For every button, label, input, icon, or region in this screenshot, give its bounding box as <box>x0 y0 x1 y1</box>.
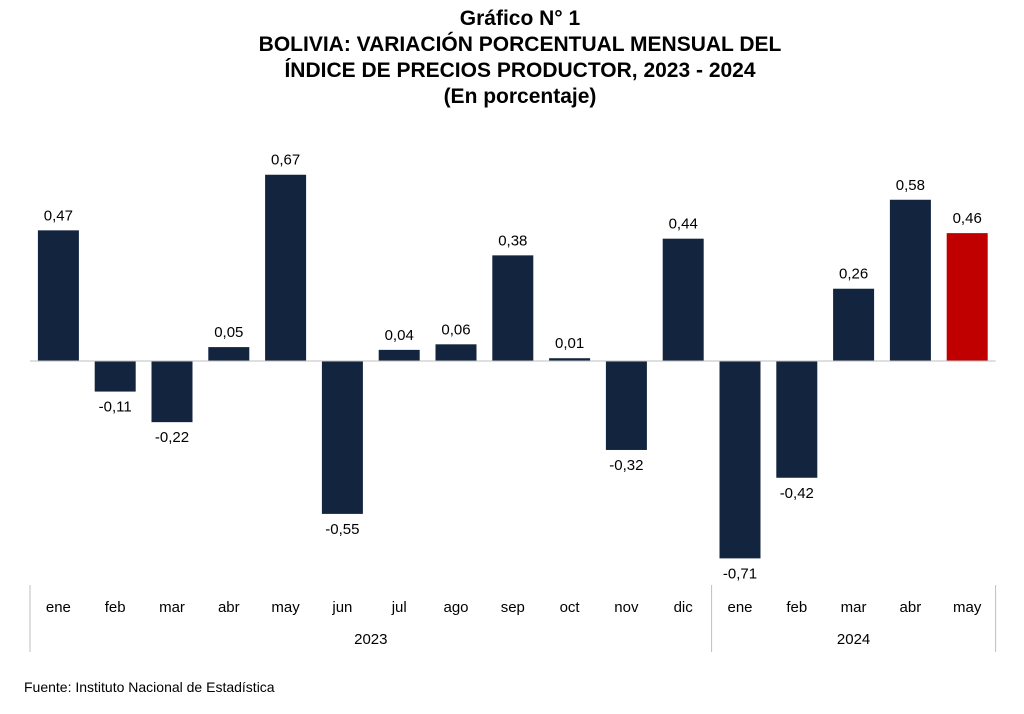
data-label-1: -0,11 <box>99 399 132 416</box>
year-group-label-0: 2023 <box>354 631 387 648</box>
bar-9 <box>549 358 591 361</box>
bar-3 <box>208 347 250 361</box>
category-label-3: abr <box>218 599 240 616</box>
data-label-12: -0,71 <box>723 565 757 582</box>
data-label-11: 0,44 <box>669 216 698 233</box>
category-label-16: may <box>953 599 982 616</box>
category-label-11: dic <box>674 599 694 616</box>
chart-subtitle: (En porcentaje) <box>443 85 597 108</box>
bar-4 <box>265 174 307 361</box>
category-label-5: jun <box>331 599 352 616</box>
bar-14 <box>833 288 875 361</box>
data-label-5: -0,55 <box>325 521 359 538</box>
data-label-9: 0,01 <box>555 335 584 352</box>
category-label-7: ago <box>443 599 468 616</box>
bar-13 <box>776 361 818 478</box>
data-label-4: 0,67 <box>271 152 300 169</box>
bar-15 <box>889 199 931 361</box>
category-label-12: ene <box>727 599 752 616</box>
data-label-0: 0,47 <box>44 207 73 224</box>
bar-11 <box>662 238 704 361</box>
data-label-13: -0,42 <box>780 485 814 502</box>
data-label-2: -0,22 <box>155 429 189 446</box>
category-label-8: sep <box>501 599 525 616</box>
bar-10 <box>605 361 647 450</box>
bar-1 <box>94 361 136 392</box>
category-label-10: nov <box>614 599 639 616</box>
data-label-10: -0,32 <box>609 457 643 474</box>
data-label-15: 0,58 <box>896 177 925 194</box>
chart-number: Gráfico N° 1 <box>459 7 581 30</box>
chart-title-line-1: BOLIVIA: VARIACIÓN PORCENTUAL MENSUAL DE… <box>258 33 782 56</box>
category-label-14: mar <box>841 599 867 616</box>
data-label-16: 0,46 <box>953 210 982 227</box>
bar-12 <box>719 361 761 559</box>
category-label-9: oct <box>560 599 581 616</box>
bar-8 <box>492 255 534 361</box>
bar-5 <box>321 361 363 514</box>
bar-16 <box>946 233 988 361</box>
bar-0 <box>37 230 79 361</box>
category-label-0: ene <box>46 599 71 616</box>
chart-title-block: Gráfico N° 1 BOLIVIA: VARIACIÓN PORCENTU… <box>0 6 1024 110</box>
year-group-label-1: 2024 <box>837 631 870 648</box>
bar-6 <box>378 349 420 361</box>
data-label-8: 0,38 <box>498 232 527 249</box>
bar-2 <box>151 361 193 423</box>
data-label-6: 0,04 <box>385 327 414 344</box>
bar-7 <box>435 344 477 361</box>
source-note: Fuente: Instituto Nacional de Estadístic… <box>24 679 275 695</box>
category-label-2: mar <box>159 599 185 616</box>
category-label-15: abr <box>900 599 922 616</box>
category-label-4: may <box>271 599 300 616</box>
category-label-1: feb <box>105 599 126 616</box>
category-label-6: jul <box>391 599 407 616</box>
data-label-14: 0,26 <box>839 266 868 283</box>
data-label-7: 0,06 <box>441 321 470 338</box>
chart-title-line-2: ÍNDICE DE PRECIOS PRODUCTOR, 2023 - 2024 <box>284 59 756 82</box>
data-label-3: 0,05 <box>214 324 243 341</box>
category-label-13: feb <box>786 599 807 616</box>
